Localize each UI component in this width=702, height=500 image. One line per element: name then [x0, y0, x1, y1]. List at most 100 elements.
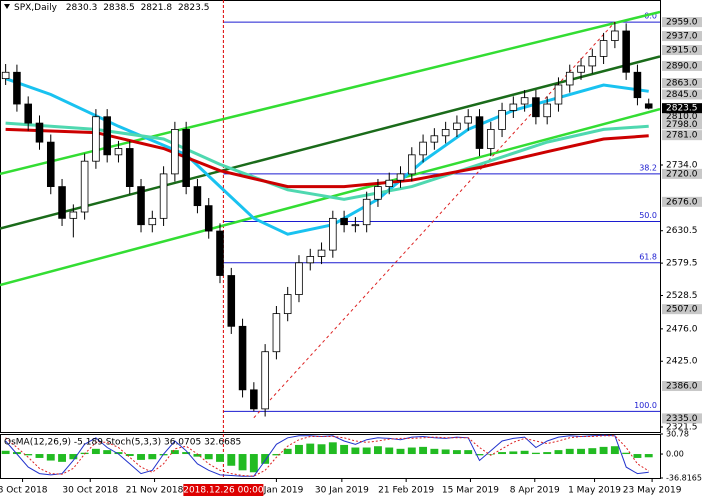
menu-icon — [4, 4, 10, 9]
osma-bar — [46, 454, 55, 461]
candle-body — [58, 186, 66, 219]
osma-bar — [385, 447, 394, 455]
candle-body — [329, 217, 337, 251]
candle-body — [137, 186, 145, 226]
level-label: 2959.0 — [666, 18, 698, 28]
osma-bar — [227, 454, 236, 466]
x-tick-label: 30 Oct 2018 — [62, 486, 118, 496]
level-label: 2720.0 — [666, 169, 698, 179]
y-tick-label: 2321.5 — [666, 422, 698, 432]
level-box — [662, 168, 702, 179]
level-box — [662, 78, 702, 89]
candle-body — [565, 71, 574, 86]
level-box — [662, 130, 702, 141]
level-box — [662, 119, 702, 130]
candle-body — [644, 103, 653, 109]
fib-label: 0.0 — [644, 12, 657, 21]
candle-body — [272, 313, 281, 353]
level-box — [662, 31, 702, 42]
candle-body — [171, 129, 179, 175]
osma-bar — [238, 454, 247, 471]
osma-bar — [12, 452, 21, 455]
sub-y-tick-label: 0.00 — [666, 450, 684, 459]
osma-bar — [182, 452, 191, 455]
candle-body — [13, 71, 21, 105]
candle-body — [622, 30, 630, 73]
fib-label: 50.0 — [639, 211, 657, 220]
level-box — [662, 111, 702, 122]
osma-bar — [58, 454, 66, 462]
y-tick-label: 2734.0 — [666, 161, 698, 171]
indicator-plot — [1, 434, 653, 478]
crosshair-box — [183, 484, 264, 496]
osma-bar — [452, 450, 461, 455]
osma-bar — [103, 450, 112, 455]
candle-body — [148, 217, 157, 226]
candle-body — [261, 351, 269, 410]
level-label: 2915.0 — [666, 46, 698, 56]
level-label: 2335.0 — [666, 414, 698, 424]
stochastic-line — [5, 435, 649, 477]
level-box — [662, 196, 702, 207]
level-box — [662, 89, 702, 100]
osma-bar — [283, 448, 292, 455]
candle-body — [69, 211, 78, 219]
candle-body — [182, 129, 190, 187]
candle-body — [92, 116, 100, 162]
osma-bar — [509, 451, 518, 455]
osma-bar — [204, 454, 213, 460]
osma-bar — [328, 442, 337, 455]
osma-bar — [193, 454, 202, 457]
candle-body — [430, 135, 439, 143]
candle-body — [351, 224, 360, 227]
osma-bar — [577, 448, 585, 455]
level-label: 2781.0 — [666, 131, 698, 141]
candle-body — [486, 129, 495, 149]
level-label: 2386.0 — [666, 382, 698, 392]
osma-bar — [362, 447, 371, 455]
moving-average — [5, 121, 649, 201]
level-box — [662, 413, 702, 424]
osma-bar — [340, 444, 349, 455]
x-tick-label: 15 Mar 2019 — [442, 486, 499, 496]
x-tick-label: 21 Nov 2018 — [126, 486, 184, 496]
candle-body — [464, 116, 472, 124]
osma-bar — [137, 454, 145, 460]
osma-bar — [633, 454, 642, 458]
candle-body — [46, 141, 55, 187]
osma-bar — [565, 448, 574, 455]
osma-bar — [498, 452, 506, 455]
osma-bar — [374, 446, 382, 455]
candle-body — [385, 179, 394, 187]
candle-body — [24, 103, 32, 124]
fib-label: 100.0 — [634, 401, 657, 410]
osma-bar — [24, 454, 33, 456]
osma-bar — [622, 452, 631, 455]
osma-bar — [441, 449, 450, 455]
candle-body — [193, 186, 202, 207]
candle-body — [35, 122, 44, 143]
close: 2823.5 — [178, 3, 210, 13]
fib-label: 38.2 — [639, 163, 657, 172]
candle-body — [306, 256, 315, 264]
candle-body — [588, 55, 597, 67]
osma-bar — [114, 452, 123, 455]
x-tick-label: 21 Feb 2019 — [378, 486, 434, 496]
current-price-label: 2823.5 — [666, 104, 698, 114]
sub-y-tick-label: 30.78 — [666, 430, 689, 439]
osma-bar — [1, 450, 10, 455]
level-label: 2798.0 — [666, 120, 698, 130]
candle-body — [125, 148, 134, 187]
candle-body — [317, 249, 326, 257]
level-label: 2890.0 — [666, 61, 698, 71]
osma-bar — [599, 446, 608, 455]
current-price-box — [662, 103, 702, 114]
candle-body — [599, 40, 608, 57]
moving-average — [5, 127, 649, 189]
osma-bar — [419, 446, 428, 455]
x-tick-label: 30 Jan 2019 — [315, 486, 369, 496]
crosshair-label: 2018.12.26 00:00 — [183, 486, 264, 496]
candle-body — [475, 116, 484, 149]
